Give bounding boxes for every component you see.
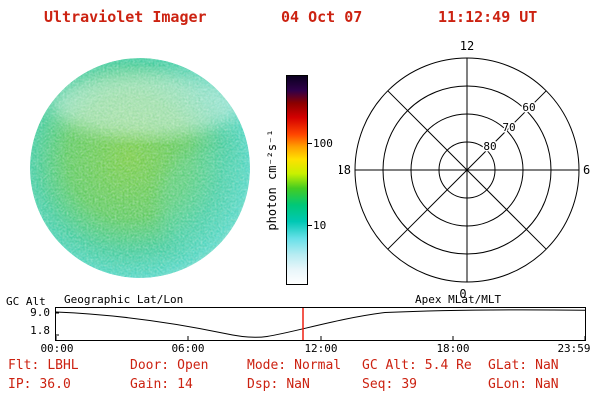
- colorbar-tick-100: [307, 143, 312, 144]
- xtick-0600: 06:00: [171, 342, 205, 355]
- timeline-ytick-1.8: 1.8: [30, 324, 50, 337]
- page-title: Ultraviolet Imager: [44, 8, 207, 26]
- status-gcalt: GC Alt: 5.4 Re: [362, 358, 472, 373]
- timeline-frame: [55, 307, 586, 341]
- xtick-2359: 23:59: [557, 342, 591, 355]
- polar-hour-label-6: 6: [583, 163, 590, 177]
- status-glat: GLat: NaN: [488, 358, 559, 373]
- polar-grid: 12 6 0 18 60 70 80: [339, 39, 590, 301]
- gc-alt-curve: [55, 309, 586, 338]
- uvi-image: [30, 58, 250, 278]
- status-flt: Flt: LBHL: [8, 358, 79, 373]
- status-mode: Mode: Normal: [247, 358, 342, 373]
- colorbar-tick-10: [307, 225, 312, 226]
- polar-hour-label-12: 12: [460, 39, 474, 53]
- uvi-disk: [30, 58, 250, 278]
- status-row-1: Flt: LBHL Door: Open Mode: Normal GC Alt: 5.…: [0, 358, 600, 374]
- polar-lat-label-60: 60: [522, 101, 535, 114]
- timeline-ticks: [55, 312, 586, 340]
- xtick-1800: 18:00: [436, 342, 470, 355]
- status-door: Door: Open: [130, 358, 209, 373]
- timeline-plot: [55, 307, 586, 341]
- status-gain: Gain: 14: [130, 377, 193, 392]
- status-seq: Seq: 39: [362, 377, 417, 392]
- xtick-1200: 12:00: [304, 342, 338, 355]
- polar-hour-label-0: 0: [459, 287, 466, 301]
- polar-circles: [354, 57, 580, 283]
- xtick-0000: 00:00: [40, 342, 74, 355]
- colorbar-units-label: photon cm⁻²s⁻¹: [265, 129, 279, 231]
- timeline-right-title: Apex MLat/MLT: [415, 293, 502, 306]
- polar-lat-label-70: 70: [502, 121, 515, 134]
- status-row-2: IP: 36.0 Gain: 14 Dsp: NaN Seq: 39 GLon: NaN: [0, 377, 600, 393]
- colorbar: [286, 75, 308, 285]
- timeline-y-axis-title: GC Alt: [6, 295, 46, 308]
- status-ip: IP: 36.0: [8, 377, 71, 392]
- timeline-left-title: Geographic Lat/Lon: [64, 293, 184, 306]
- timeline-ytick-9: 9.0: [30, 306, 50, 319]
- polar-hour-label-18: 18: [339, 163, 351, 177]
- header-date: 04 Oct 07: [281, 8, 363, 26]
- status-dsp: Dsp: NaN: [247, 377, 310, 392]
- status-glon: GLon: NaN: [488, 377, 559, 392]
- header-time: 11:12:49 UT: [438, 8, 538, 26]
- timeline-x-axis: 00:00 06:00 12:00 18:00 23:59: [40, 342, 590, 356]
- colorbar-tick-label-100: 100: [313, 137, 333, 150]
- polar-lat-label-80: 80: [483, 140, 496, 153]
- colorbar-tick-label-10: 10: [313, 219, 327, 232]
